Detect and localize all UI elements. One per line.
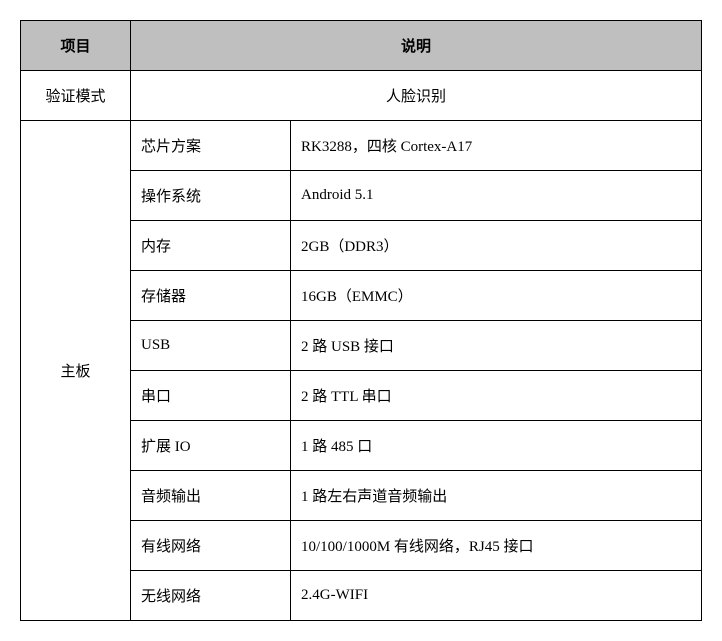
header-col-item: 项目 (21, 21, 131, 71)
header-row: 项目 说明 (21, 21, 702, 71)
spec-value: 2.4G-WIFI (291, 571, 702, 621)
verify-mode-value: 人脸识别 (131, 71, 702, 121)
spec-value: 1 路 485 口 (291, 421, 702, 471)
spec-value: Android 5.1 (291, 171, 702, 221)
table-row: 主板 芯片方案 RK3288，四核 Cortex-A17 (21, 121, 702, 171)
spec-value: 10/100/1000M 有线网络，RJ45 接口 (291, 521, 702, 571)
spec-name: USB (131, 321, 291, 371)
spec-value: 16GB（EMMC） (291, 271, 702, 321)
spec-value: 2 路 USB 接口 (291, 321, 702, 371)
spec-value: 2 路 TTL 串口 (291, 371, 702, 421)
spec-name: 操作系统 (131, 171, 291, 221)
header-col-desc: 说明 (131, 21, 702, 71)
spec-name: 扩展 IO (131, 421, 291, 471)
spec-name: 芯片方案 (131, 121, 291, 171)
spec-value: 2GB（DDR3） (291, 221, 702, 271)
spec-value: RK3288，四核 Cortex-A17 (291, 121, 702, 171)
spec-name: 无线网络 (131, 571, 291, 621)
spec-table: 项目 说明 验证模式 人脸识别 主板 芯片方案 RK3288，四核 Cortex… (20, 20, 702, 621)
verify-mode-label: 验证模式 (21, 71, 131, 121)
spec-value: 1 路左右声道音频输出 (291, 471, 702, 521)
spec-name: 有线网络 (131, 521, 291, 571)
spec-name: 存储器 (131, 271, 291, 321)
spec-name: 内存 (131, 221, 291, 271)
mainboard-label: 主板 (21, 121, 131, 621)
spec-name: 串口 (131, 371, 291, 421)
spec-name: 音频输出 (131, 471, 291, 521)
table-row: 验证模式 人脸识别 (21, 71, 702, 121)
